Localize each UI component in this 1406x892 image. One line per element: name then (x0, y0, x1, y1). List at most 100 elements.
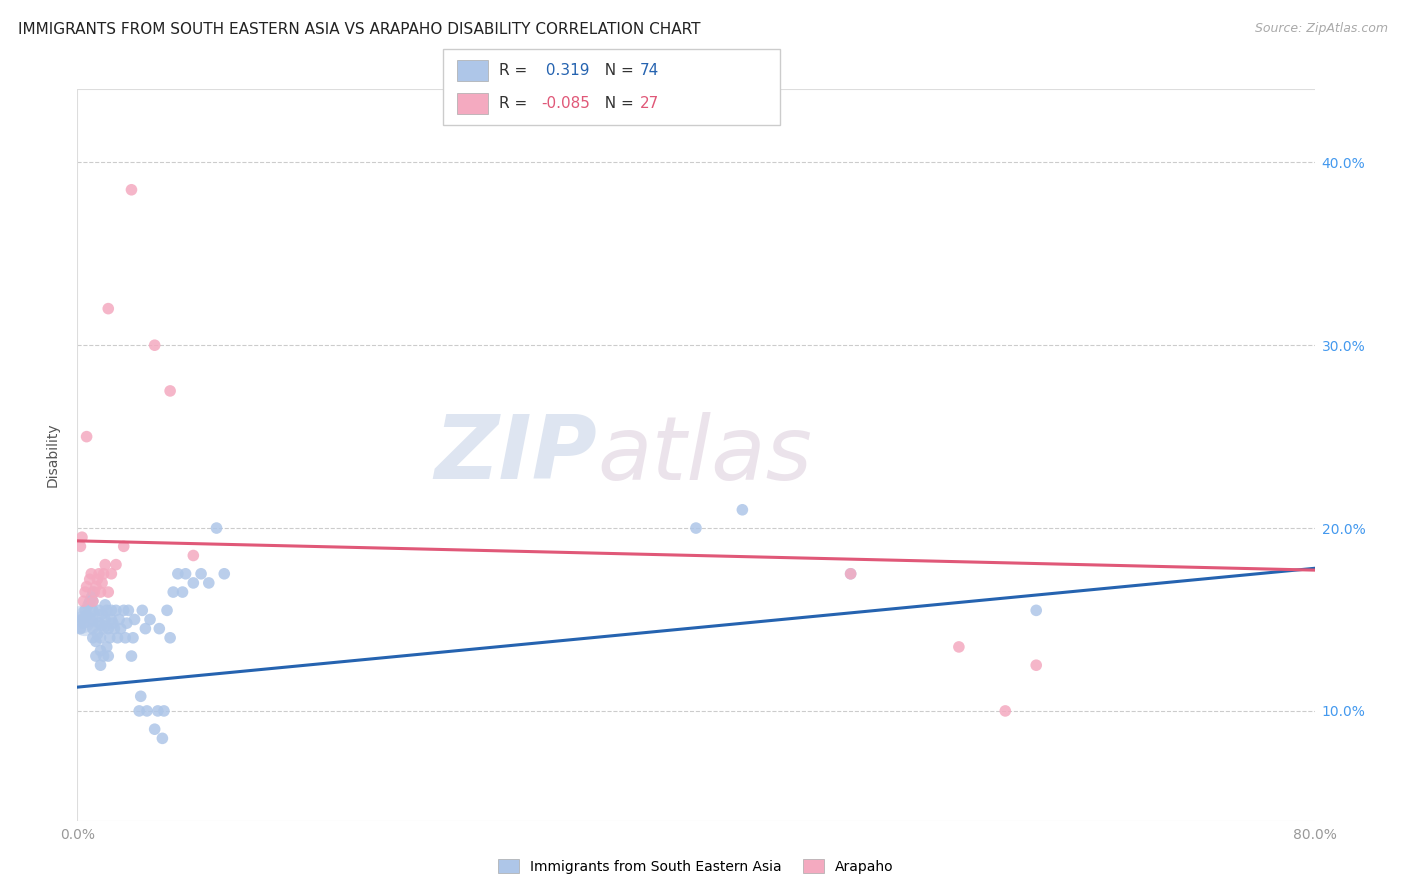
Point (93, 649, 115, 664)
Point (139, 613, 162, 627)
Point (183, 576, 205, 591)
Point (124, 613, 146, 627)
Point (90, 658, 112, 673)
Point (72, 616, 94, 631)
Point (82, 594, 104, 608)
Point (97, 649, 120, 664)
Point (77, 598, 100, 612)
Point (100, 613, 122, 627)
Point (96, 603, 118, 617)
Point (84, 634, 107, 648)
Text: 27: 27 (640, 96, 659, 111)
Point (97, 585, 120, 599)
Text: N =: N = (595, 63, 638, 78)
Point (174, 566, 197, 581)
Point (96, 640, 118, 654)
Point (105, 558, 128, 572)
Point (114, 631, 136, 645)
Text: IMMIGRANTS FROM SOUTH EASTERN ASIA VS ARAPAHO DISABILITY CORRELATION CHART: IMMIGRANTS FROM SOUTH EASTERN ASIA VS AR… (18, 22, 700, 37)
Text: R =: R = (499, 63, 533, 78)
Point (94, 598, 117, 612)
Point (86, 572, 108, 586)
Point (79, 572, 101, 586)
Point (205, 521, 228, 535)
Point (146, 704, 169, 718)
Point (143, 338, 166, 352)
Point (82, 622, 104, 636)
Point (121, 183, 143, 197)
Point (82, 613, 104, 627)
Point (128, 704, 150, 718)
Point (90, 631, 112, 645)
Point (76, 430, 98, 444)
Point (103, 622, 125, 636)
Point (136, 704, 159, 718)
Point (93, 566, 115, 581)
Point (172, 585, 194, 599)
Text: 74: 74 (640, 63, 659, 78)
Point (117, 603, 139, 617)
Point (80, 566, 103, 581)
Legend: Immigrants from South Eastern Asia, Arapaho: Immigrants from South Eastern Asia, Arap… (494, 854, 898, 880)
Point (105, 603, 128, 617)
Point (198, 576, 221, 591)
Point (134, 622, 156, 636)
Point (79, 594, 101, 608)
Point (90, 643, 112, 657)
Point (731, 503, 754, 517)
Text: -0.085: -0.085 (541, 96, 591, 111)
Point (131, 603, 153, 617)
Point (153, 704, 176, 718)
Point (84, 649, 107, 664)
Point (84, 580, 107, 594)
Point (107, 631, 129, 645)
Point (72, 594, 94, 608)
Point (152, 731, 174, 746)
Point (112, 603, 135, 617)
Point (167, 566, 190, 581)
Point (69, 539, 91, 553)
Point (83, 585, 105, 599)
Point (100, 603, 122, 617)
Point (82, 594, 104, 608)
Point (112, 539, 135, 553)
Point (101, 616, 124, 631)
Point (91, 607, 114, 621)
Point (82, 585, 104, 599)
Point (839, 566, 862, 581)
Y-axis label: Disability: Disability (45, 423, 59, 487)
Point (115, 616, 138, 631)
Point (94, 558, 117, 572)
Point (948, 640, 970, 654)
Point (98, 631, 121, 645)
Text: R =: R = (499, 96, 533, 111)
Point (162, 585, 184, 599)
Point (129, 690, 152, 704)
Text: atlas: atlas (598, 412, 811, 498)
Point (108, 613, 131, 627)
Point (82, 631, 104, 645)
Point (1025, 658, 1047, 673)
Point (86, 627, 108, 641)
Text: 0.319: 0.319 (541, 63, 589, 78)
Point (76, 608, 98, 623)
Point (122, 631, 145, 645)
Point (91, 618, 114, 632)
Point (75, 616, 96, 631)
Point (93, 622, 115, 636)
Text: Source: ZipAtlas.com: Source: ZipAtlas.com (1254, 22, 1388, 36)
Point (97, 301, 120, 316)
Point (685, 521, 707, 535)
Text: N =: N = (595, 96, 638, 111)
Point (87, 616, 110, 631)
Point (70, 613, 93, 627)
Text: ZIP: ZIP (434, 411, 598, 499)
Point (94, 613, 117, 627)
Point (90, 585, 112, 599)
Point (80, 591, 103, 605)
Point (214, 566, 236, 581)
Point (190, 566, 212, 581)
Point (100, 566, 122, 581)
Point (82, 603, 104, 617)
Point (994, 704, 1017, 718)
